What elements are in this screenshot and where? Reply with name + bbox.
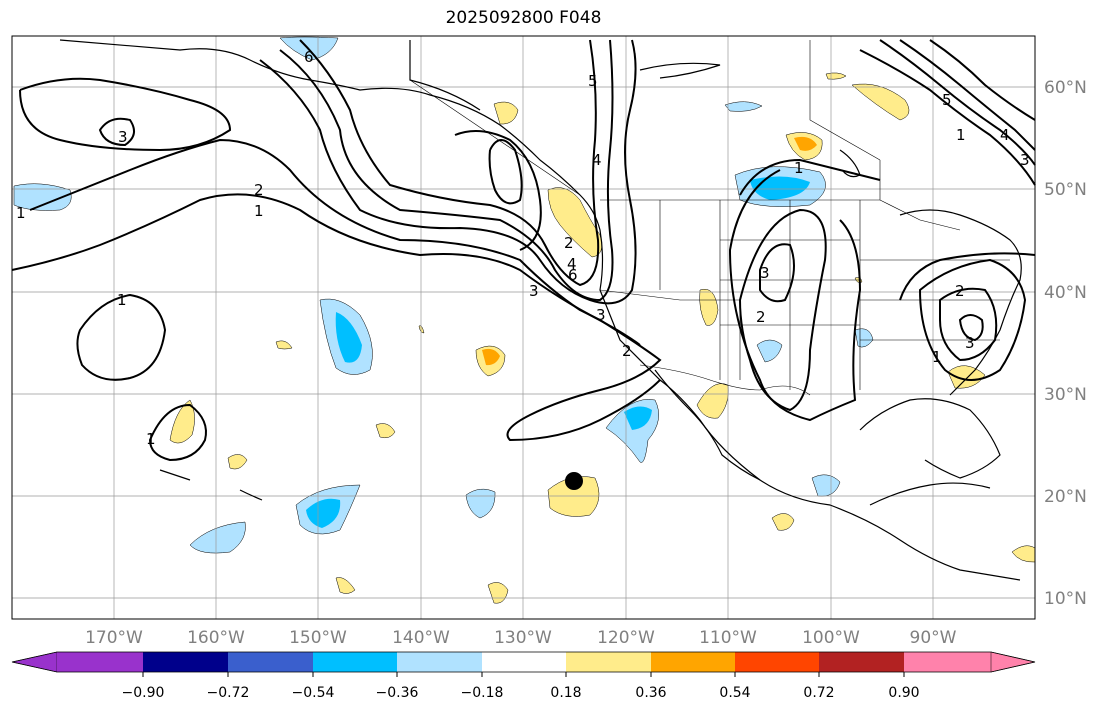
contour-label: 4 xyxy=(592,151,602,169)
contour-label: 1 xyxy=(794,159,804,177)
lon-label: 120°W xyxy=(597,628,655,648)
contour-label: 5 xyxy=(942,91,952,109)
colorbar-segment xyxy=(735,652,819,672)
contour-label: 3 xyxy=(965,334,975,352)
contour-label: 5 xyxy=(588,72,598,90)
lon-label: 130°W xyxy=(494,628,552,648)
contour-label: 3 xyxy=(760,264,770,282)
contour-label: 1 xyxy=(254,202,264,220)
lat-label: 60°N xyxy=(1044,78,1087,98)
lat-label: 40°N xyxy=(1044,283,1087,303)
colorbar-tick-label: −0.72 xyxy=(207,685,250,701)
lon-label: 140°W xyxy=(392,628,450,648)
latitude-labels: 60°N 50°N 40°N 30°N 20°N 10°N xyxy=(1044,78,1087,609)
colorbar-tick-label: −0.18 xyxy=(461,685,504,701)
colorbar-tick-label: 0.18 xyxy=(550,685,581,701)
lat-label: 50°N xyxy=(1044,180,1087,200)
colorbar-segment xyxy=(11,651,58,673)
graticule xyxy=(12,36,1035,619)
colorbar-tick-label: 0.54 xyxy=(719,685,750,701)
colorbar-tick-label: −0.90 xyxy=(122,685,165,701)
colorbar-segment xyxy=(904,652,991,672)
location-marker xyxy=(565,472,583,490)
coastlines xyxy=(59,39,1022,581)
lon-label: 150°W xyxy=(289,628,347,648)
colorbar-tick-label: 0.72 xyxy=(803,685,834,701)
longitude-labels: 170°W 160°W 150°W 140°W 130°W 120°W 110°… xyxy=(85,628,957,648)
contour-label-group: 6 5 4 3 2 1 1 2 3 6 4 3 2 1 1 1 3 2 2 3 … xyxy=(16,48,1030,448)
lat-label: 10°N xyxy=(1044,589,1087,609)
colorbar-tick-label: 0.36 xyxy=(635,685,666,701)
contour-label: 6 xyxy=(304,48,314,66)
colorbar: −0.90 −0.72 −0.54 −0.36 −0.18 0.18 0.36 … xyxy=(11,651,1036,701)
contour-label: 3 xyxy=(596,306,606,324)
lon-label: 100°W xyxy=(802,628,860,648)
lon-label: 90°W xyxy=(910,628,957,648)
colorbar-segment xyxy=(651,652,735,672)
colorbar-segment xyxy=(57,652,143,672)
contour-label: 2 xyxy=(756,308,766,326)
shaded-regions xyxy=(13,36,1036,604)
contour-label: 1 xyxy=(932,348,942,366)
contour-label: 2 xyxy=(955,282,965,300)
colorbar-segment xyxy=(143,652,228,672)
contour-label: 4 xyxy=(567,255,577,273)
lat-label: 20°N xyxy=(1044,487,1087,507)
lon-label: 160°W xyxy=(187,628,245,648)
contour-label: 3 xyxy=(1020,151,1030,169)
colorbar-segment xyxy=(397,652,482,672)
colorbar-segment xyxy=(482,652,566,672)
contour-lines xyxy=(11,39,1036,462)
colorbar-tick-label: −0.36 xyxy=(376,685,419,701)
colorbar-ticks xyxy=(142,672,905,677)
contour-label: 1 xyxy=(146,430,156,448)
lon-label: 110°W xyxy=(699,628,757,648)
colorbar-segment xyxy=(566,652,651,672)
contour-label: 1 xyxy=(956,126,966,144)
contour-label: 2 xyxy=(564,234,574,252)
contour-label: 3 xyxy=(529,282,539,300)
colorbar-segment xyxy=(313,652,397,672)
contour-label: 1 xyxy=(16,204,26,222)
map-area: 6 5 4 3 2 1 1 2 3 6 4 3 2 1 1 1 3 2 2 3 … xyxy=(11,35,1036,620)
contour-label: 4 xyxy=(1000,126,1010,144)
colorbar-segment xyxy=(990,651,1036,673)
colorbar-segment xyxy=(228,652,313,672)
colorbar-segment xyxy=(819,652,904,672)
lat-label: 30°N xyxy=(1044,385,1087,405)
contour-label: 6 xyxy=(568,266,578,284)
lon-label: 170°W xyxy=(85,628,143,648)
map-title: 2025092800 F048 xyxy=(445,8,602,28)
contour-label: 3 xyxy=(118,128,128,146)
colorbar-tick-label: 0.90 xyxy=(888,685,919,701)
colorbar-tick-label: −0.54 xyxy=(292,685,335,701)
contour-label: 1 xyxy=(117,291,127,309)
contour-label: 2 xyxy=(254,181,264,199)
contour-label: 2 xyxy=(622,342,632,360)
